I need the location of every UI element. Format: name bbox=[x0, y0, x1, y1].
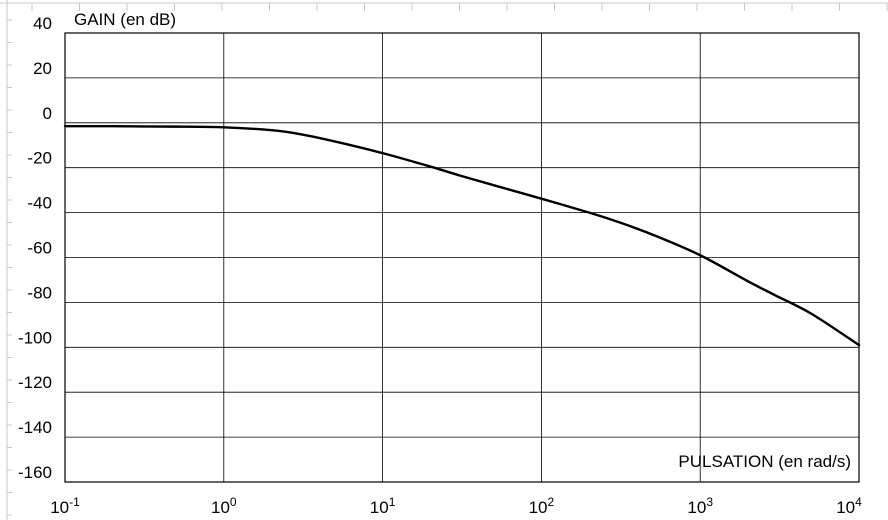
x-tick-label: 10-1 bbox=[50, 495, 80, 517]
plot-frame bbox=[64, 32, 860, 483]
y-tick-label: 40 bbox=[33, 14, 52, 33]
x-tick-label: 101 bbox=[370, 495, 396, 517]
y-tick-label: -40 bbox=[27, 194, 52, 213]
y-tick-label: 20 bbox=[33, 59, 52, 78]
x-tick-label: 103 bbox=[687, 495, 713, 517]
x-tick-label: 100 bbox=[211, 495, 237, 517]
y-tick-label: -100 bbox=[18, 328, 52, 347]
y-tick-label: -120 bbox=[18, 373, 52, 392]
y-tick-labels: 40 20 0 -20 -40 -60 -80 -100 -120 -140 -160 bbox=[18, 14, 52, 482]
x-axis-title: PULSATION (en rad/s) bbox=[678, 452, 851, 471]
y-axis-title: GAIN (en dB) bbox=[74, 10, 176, 29]
y-tick-label: -140 bbox=[18, 418, 52, 437]
x-tick-label: 102 bbox=[529, 495, 555, 517]
y-tick-label: -20 bbox=[27, 149, 52, 168]
y-tick-label: -60 bbox=[27, 239, 52, 258]
y-tick-label: -80 bbox=[27, 283, 52, 302]
left-ruler bbox=[6, 0, 12, 520]
top-ruler bbox=[0, 2, 888, 11]
y-tick-label: 0 bbox=[43, 104, 52, 123]
x-tick-labels: 10-1 100 101 102 103 104 bbox=[50, 495, 862, 517]
x-tick-label: 104 bbox=[836, 495, 862, 517]
y-tick-label: -160 bbox=[18, 463, 52, 482]
grid-lines bbox=[65, 33, 859, 482]
gain-curve bbox=[63, 124, 861, 347]
